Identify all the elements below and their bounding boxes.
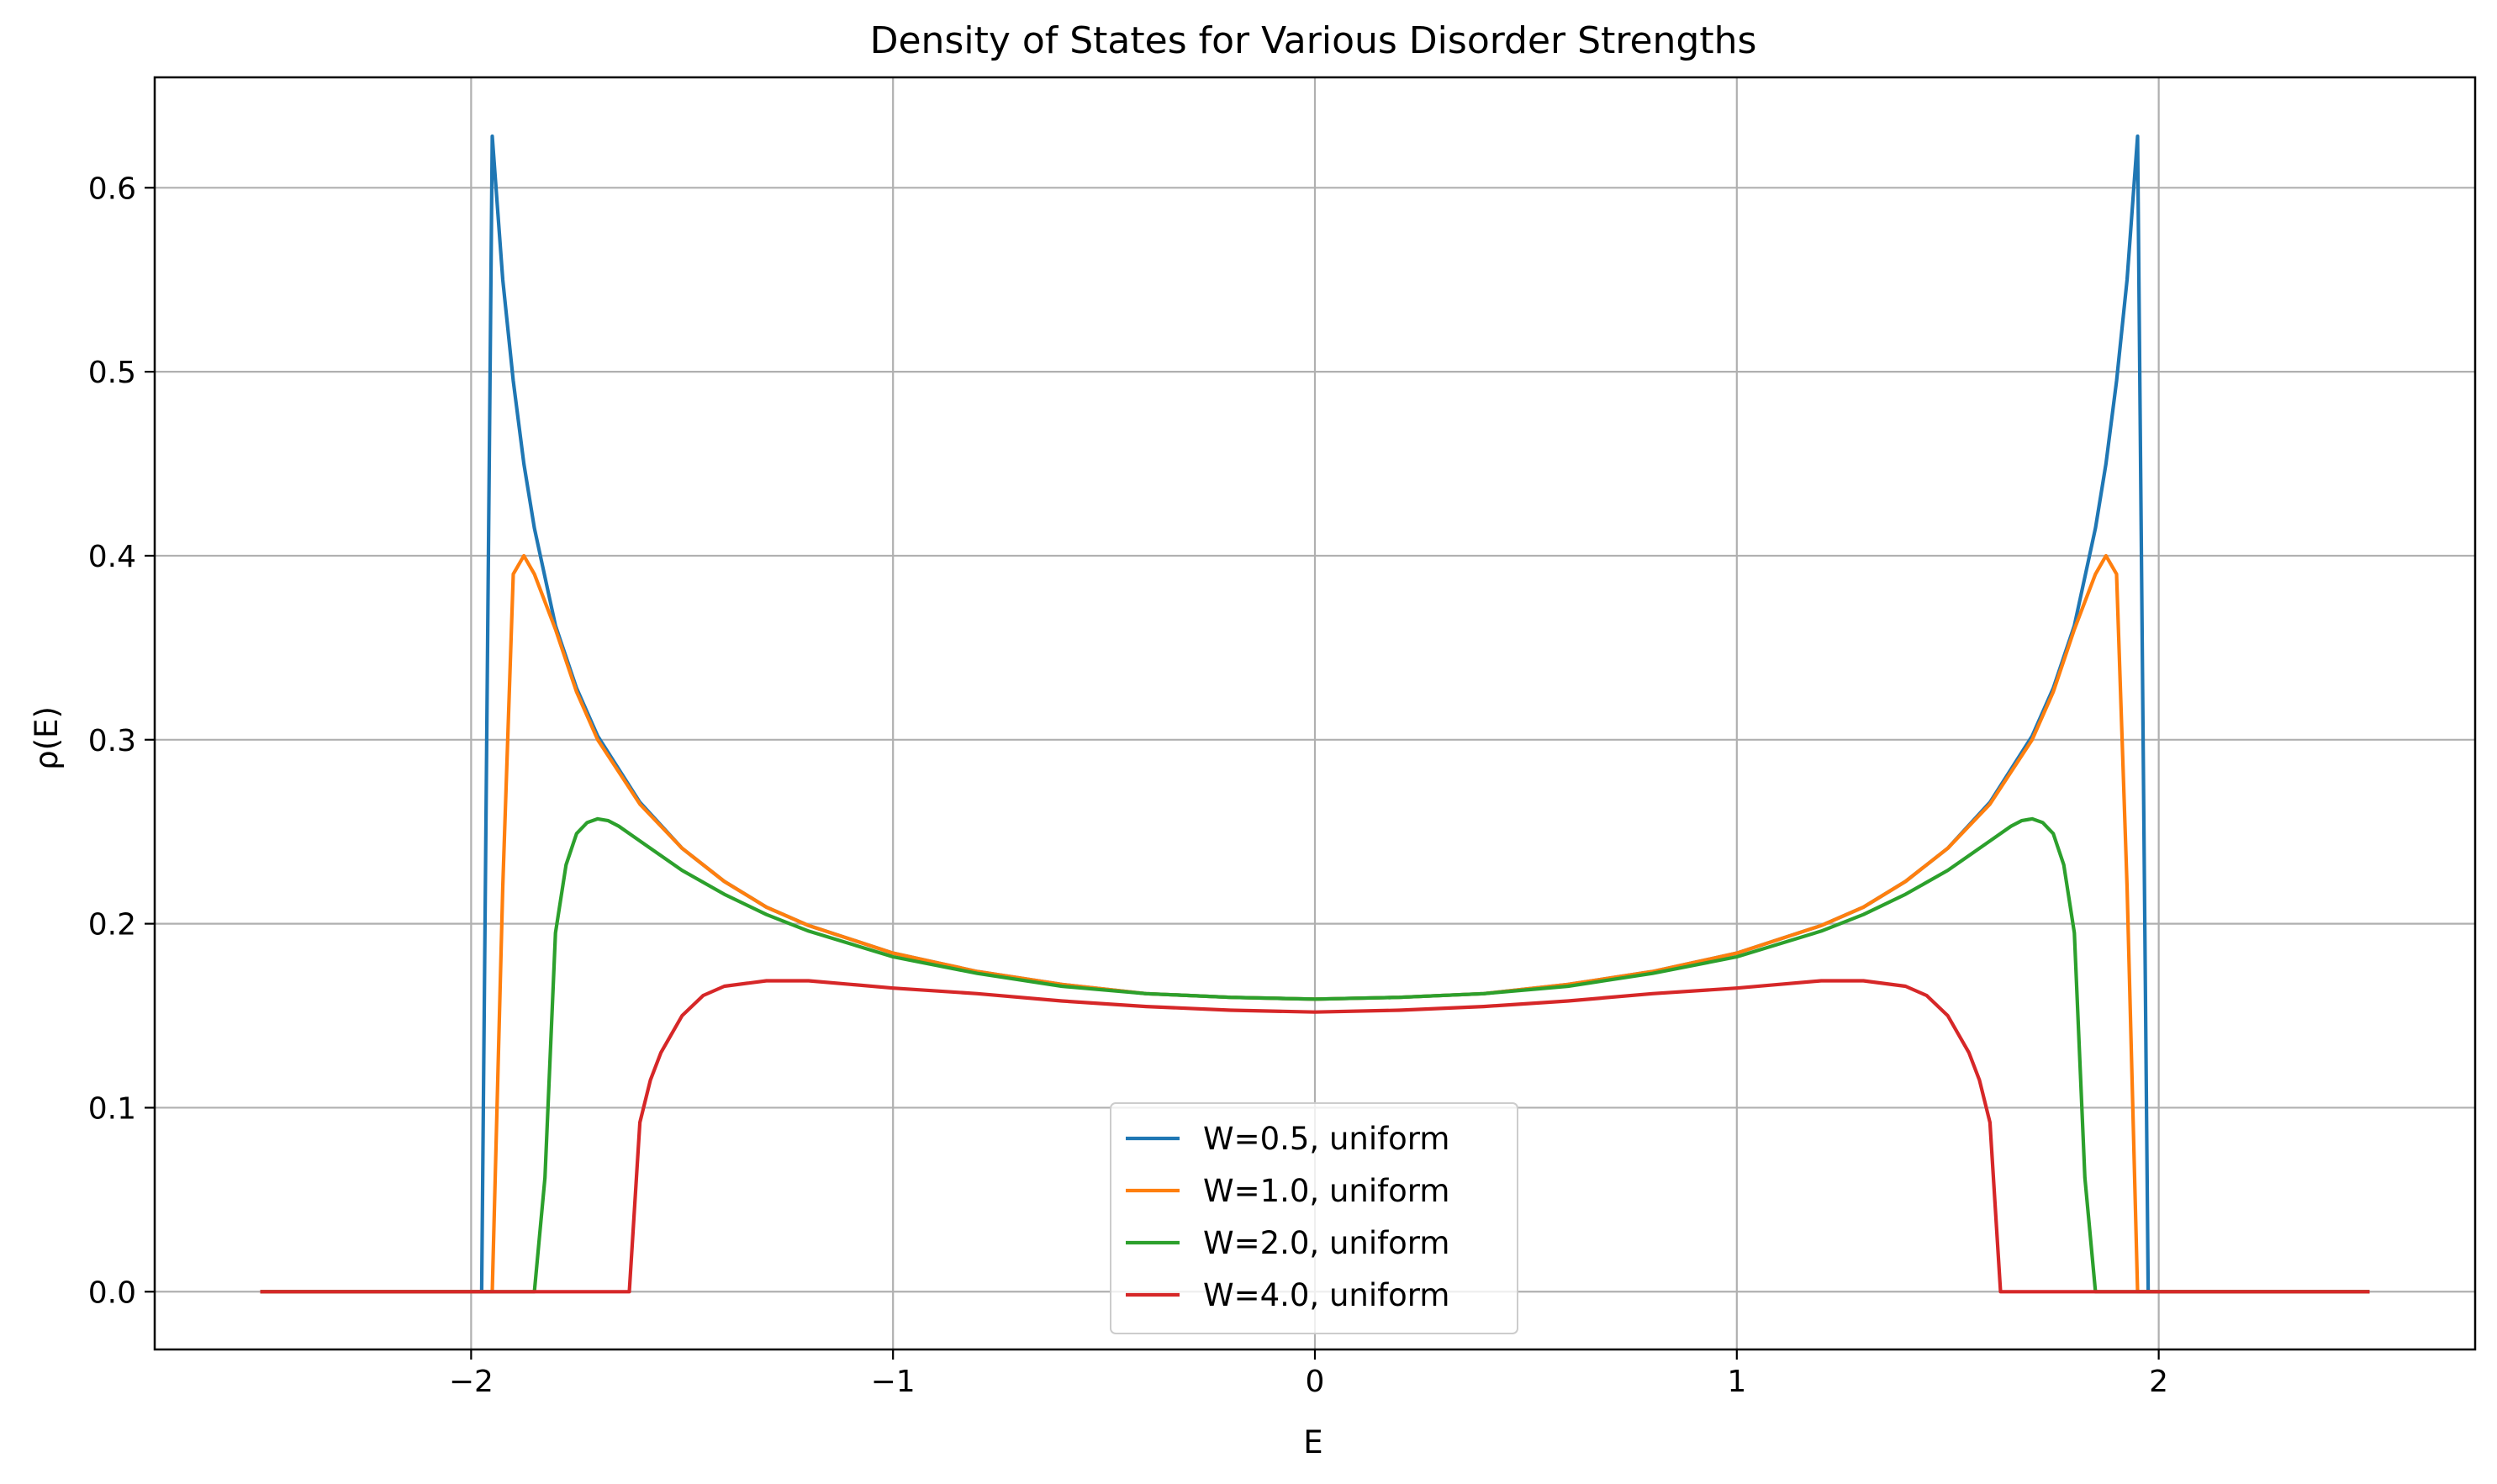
series-lines (260, 134, 2370, 1294)
legend-label: W=2.0, uniform (1203, 1225, 1449, 1261)
series-line-4 (260, 979, 2370, 1294)
y-tick-label: 0.1 (88, 1091, 136, 1126)
x-tick-label: −2 (449, 1365, 494, 1399)
y-tick-label: 0.5 (88, 356, 136, 390)
legend-label: W=1.0, uniform (1203, 1173, 1449, 1209)
x-tick-label: −1 (871, 1365, 916, 1399)
x-axis-ticks: −2 −1 0 1 2 (449, 1349, 2168, 1399)
x-tick-label: 2 (2149, 1365, 2168, 1399)
series-line-3 (260, 816, 2370, 1294)
y-tick-label: 0.3 (88, 724, 136, 758)
y-tick-label: 0.0 (88, 1275, 136, 1310)
x-axis-label: E (1303, 1424, 1322, 1460)
legend-label: W=0.5, uniform (1203, 1121, 1449, 1157)
chart-title: Density of States for Various Disorder S… (870, 19, 1757, 62)
y-tick-label: 0.6 (88, 172, 136, 206)
y-tick-label: 0.2 (88, 908, 136, 943)
x-tick-label: 0 (1306, 1365, 1325, 1399)
y-axis-ticks: 0.0 0.1 0.2 0.3 0.4 0.5 0.6 (88, 172, 155, 1310)
x-tick-label: 1 (1727, 1365, 1746, 1399)
legend: W=0.5, uniform W=1.0, uniform W=2.0, unifo… (1110, 1102, 1518, 1334)
legend-box (1110, 1102, 1518, 1334)
y-tick-label: 0.4 (88, 540, 136, 574)
legend-label: W=4.0, uniform (1203, 1277, 1449, 1313)
plot-area (153, 76, 2477, 1351)
y-axis-label: ρ(E) (29, 706, 65, 770)
